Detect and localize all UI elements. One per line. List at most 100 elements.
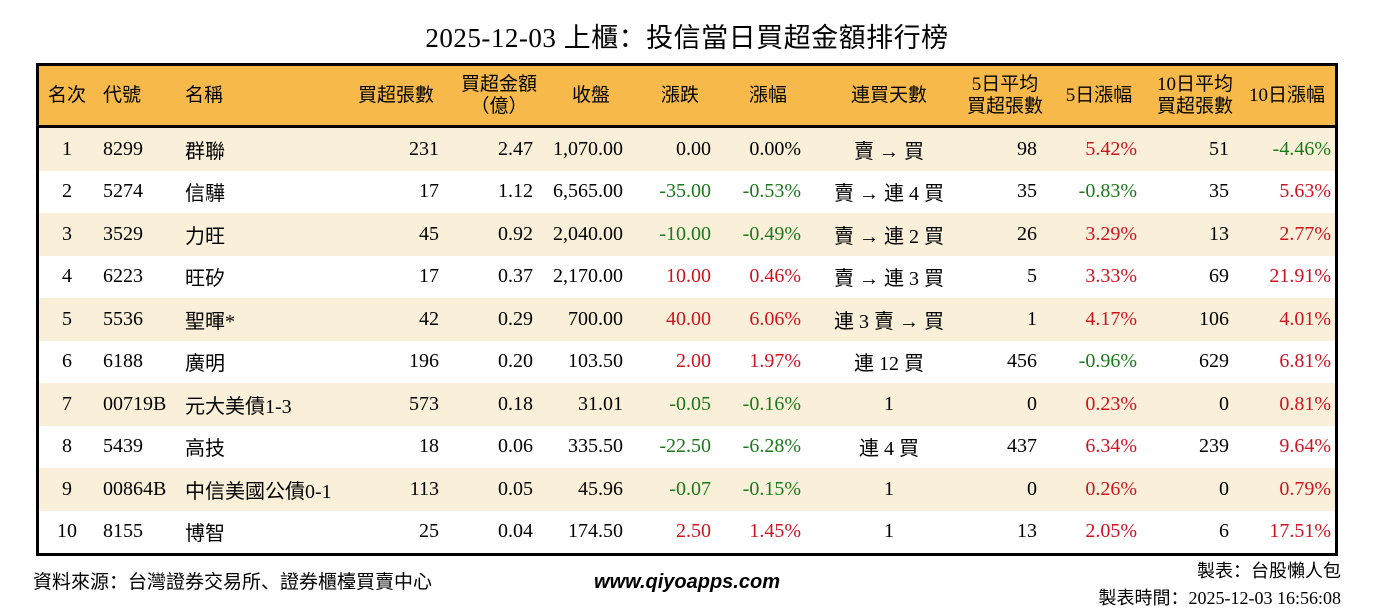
cell: 1.45% — [749, 520, 801, 543]
cell: 9 — [62, 477, 72, 500]
cell: 45 — [419, 222, 439, 245]
table-row: 4 6223 旺矽 17 0.37 2,170.00 10.00 0.46% 賣 → 連 3 買… — [39, 256, 1335, 299]
cell: 174.50 — [568, 520, 623, 543]
cell: 賣 → 連 3 買 — [834, 268, 944, 291]
cell: 3.29% — [1085, 222, 1137, 245]
cell: -0.16% — [742, 392, 801, 415]
cell: 0.18 — [498, 392, 533, 415]
cell: 0.04 — [498, 520, 533, 543]
cell: 35 — [1209, 180, 1229, 203]
cell: 5536 — [103, 307, 143, 330]
header-cell: 買超張數 — [357, 84, 434, 106]
header-cell: 買超金額 （億） — [460, 73, 537, 117]
cell: 6188 — [103, 350, 143, 373]
cell: 0.06 — [498, 435, 533, 458]
cell: 17 — [419, 180, 439, 203]
cell: 00864B — [103, 477, 167, 500]
cell: 2,170.00 — [553, 265, 623, 288]
cell: 信驊 — [185, 183, 225, 206]
cell: 1 — [62, 137, 72, 160]
cell: 51 — [1209, 137, 1229, 160]
cell: 98 — [1017, 137, 1037, 160]
header-cell: 漲幅 — [748, 84, 787, 106]
cell: 3.33% — [1085, 265, 1137, 288]
cell: 0.26% — [1085, 477, 1137, 500]
cell: 1 — [884, 520, 894, 543]
cell: 0.46% — [749, 265, 801, 288]
cell: -35.00 — [659, 180, 711, 203]
cell: -0.96% — [1078, 350, 1137, 373]
cell: 196 — [409, 350, 439, 373]
cell: 456 — [1007, 350, 1037, 373]
cell: 00719B — [103, 392, 167, 415]
cell: 26 — [1017, 222, 1037, 245]
cell: -0.07 — [669, 477, 711, 500]
cell: 6.34% — [1085, 435, 1137, 458]
cell: 700.00 — [568, 307, 623, 330]
table-row: 5 5536 聖暉* 42 0.29 700.00 40.00 6.06% 連 3 賣 → 買 1… — [39, 298, 1335, 341]
cell: 4.01% — [1279, 307, 1331, 330]
cell: 10 — [57, 520, 77, 543]
cell: 335.50 — [568, 435, 623, 458]
cell: 113 — [409, 477, 439, 500]
cell: 231 — [409, 137, 439, 160]
cell: 17 — [419, 265, 439, 288]
cell: 2,040.00 — [553, 222, 623, 245]
cell: 賣 → 連 4 買 — [834, 183, 944, 206]
cell: 6223 — [103, 265, 143, 288]
table-row: 3 3529 力旺 45 0.92 2,040.00 -10.00 -0.49% 賣 → 連 2… — [39, 213, 1335, 256]
website-watermark: www.qiyoapps.com — [594, 571, 780, 593]
table-body: 1 8299 群聯 231 2.47 1,070.00 0.00 0.00% 賣 → 買 98 5.… — [39, 128, 1335, 553]
cell: -0.05 — [669, 392, 711, 415]
cell: -6.28% — [742, 435, 801, 458]
cell: 4.17% — [1085, 307, 1137, 330]
cell: 13 — [1209, 222, 1229, 245]
cell: 1.97% — [749, 350, 801, 373]
cell: 69 — [1209, 265, 1229, 288]
cell: 元大美債1-3 — [185, 395, 292, 418]
table-row: 1 8299 群聯 231 2.47 1,070.00 0.00 0.00% 賣 → 買 98 5.… — [39, 128, 1335, 171]
cell: 629 — [1199, 350, 1229, 373]
cell: 5439 — [103, 435, 143, 458]
cell: 6 — [62, 350, 72, 373]
cell: 高技 — [185, 438, 225, 461]
cell: 2.47 — [498, 137, 533, 160]
table-row: 6 6188 廣明 196 0.20 103.50 2.00 1.97% 連 12 買 456 -0… — [39, 341, 1335, 384]
cell: 437 — [1007, 435, 1037, 458]
cell: 8155 — [103, 520, 143, 543]
cell: 0.05 — [498, 477, 533, 500]
cell: 聖暉* — [185, 310, 235, 333]
cell: 18 — [419, 435, 439, 458]
cell: 中信美國公債0-1 — [185, 480, 332, 503]
header-cell: 名次 — [47, 84, 86, 106]
cell: 103.50 — [568, 350, 623, 373]
cell: 0 — [1219, 392, 1229, 415]
cell: 連 12 買 — [854, 353, 924, 376]
cell: 0 — [1027, 477, 1037, 500]
table-row: 9 00864B 中信美國公債0-1 113 0.05 45.96 -0.07 -0.15% 1… — [39, 468, 1335, 511]
cell: 2.05% — [1085, 520, 1137, 543]
header-cell: 連買天數 — [850, 84, 927, 106]
cell: -0.53% — [742, 180, 801, 203]
cell: 573 — [409, 392, 439, 415]
cell: 5274 — [103, 180, 143, 203]
cell: 賣 → 連 2 買 — [834, 225, 944, 248]
cell: 1 — [1027, 307, 1037, 330]
made-by-label: 製表：台股懶人包 — [1197, 561, 1341, 581]
cell: 0.79% — [1279, 477, 1331, 500]
table-header-row: 名次 代號 名稱 買超張數 買超金額 （億） 收盤 漲跌 漲幅 連買天數 5日平均 買超張數 5日漲… — [39, 66, 1335, 128]
cell: 1,070.00 — [553, 137, 623, 160]
cell: 6,565.00 — [553, 180, 623, 203]
cell: -10.00 — [659, 222, 711, 245]
cell: 0.37 — [498, 265, 533, 288]
report-credits: 製表：台股懶人包 製表時間：2025-12-03 16:56:08 — [1099, 558, 1342, 612]
cell: 0.92 — [498, 222, 533, 245]
cell: 0.00% — [749, 137, 801, 160]
cell: 239 — [1199, 435, 1229, 458]
cell: 8 — [62, 435, 72, 458]
cell: 106 — [1199, 307, 1229, 330]
header-cell: 代號 — [103, 84, 142, 106]
cell: -4.46% — [1272, 137, 1331, 160]
cell: 群聯 — [185, 140, 225, 163]
